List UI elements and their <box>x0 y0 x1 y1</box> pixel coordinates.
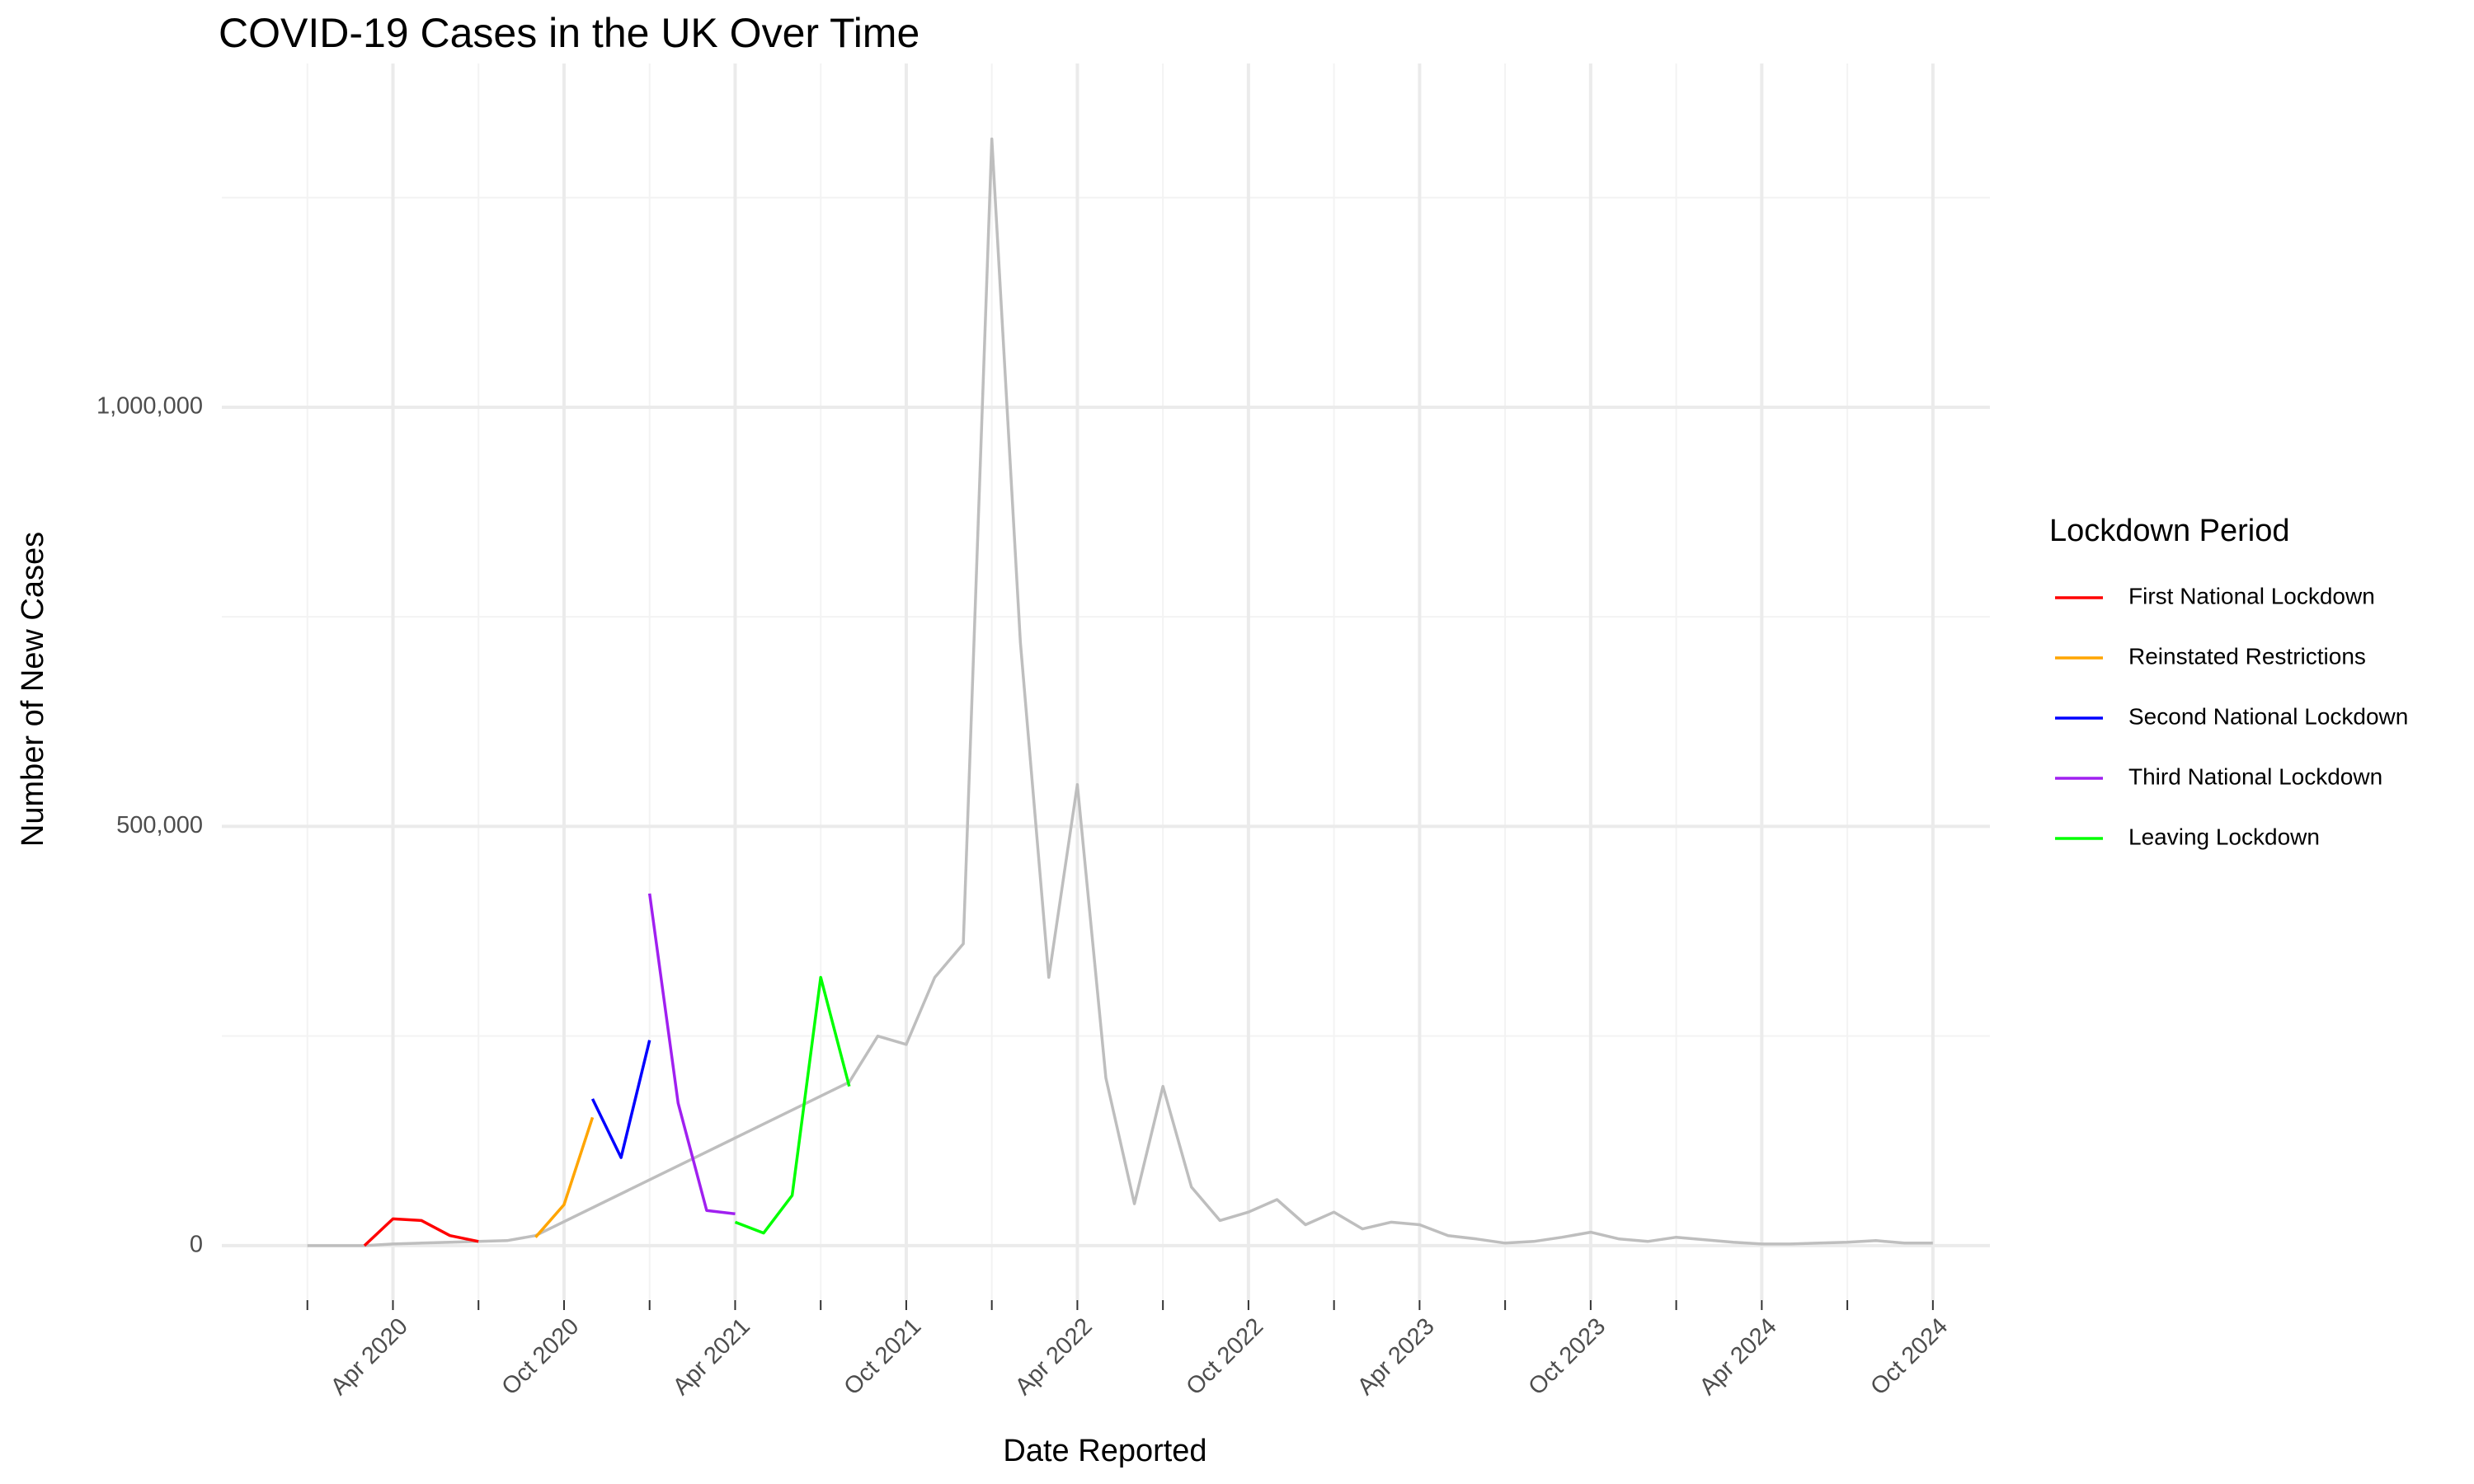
legend-title: Lockdown Period <box>2049 514 2290 548</box>
x-axis-title: Date Reported <box>1003 1434 1206 1468</box>
x-tick-label: Oct 2024 <box>1865 1313 1953 1401</box>
x-tick-label: Oct 2020 <box>496 1313 584 1401</box>
x-tick-label: Oct 2021 <box>839 1313 926 1401</box>
legend-label: Leaving Lockdown <box>2128 824 2320 849</box>
series-line <box>734 975 851 1235</box>
series-line <box>363 1217 479 1247</box>
series-line <box>647 893 736 1216</box>
y-axis-title: Number of New Cases <box>16 532 50 847</box>
y-tick-label: 0 <box>190 1232 203 1258</box>
legend-label: First National Lockdown <box>2128 583 2375 608</box>
x-tick-label: Apr 2024 <box>1695 1313 1782 1401</box>
series-line <box>534 1116 595 1238</box>
legend-label: Reinstated Restrictions <box>2128 643 2366 669</box>
legend-label: Second National Lockdown <box>2128 703 2408 729</box>
y-tick-label: 500,000 <box>116 812 203 838</box>
x-tick-label: Oct 2022 <box>1181 1313 1268 1401</box>
x-tick-label: Oct 2023 <box>1523 1313 1611 1401</box>
x-tick-label: Apr 2022 <box>1010 1313 1098 1401</box>
chart-title: COVID-19 Cases in the UK Over Time <box>219 10 920 56</box>
y-tick-label: 1,000,000 <box>96 393 203 420</box>
series-line <box>307 137 1933 1247</box>
x-tick-label: Apr 2023 <box>1352 1313 1440 1401</box>
x-tick-label: Apr 2020 <box>326 1313 413 1401</box>
series-line <box>590 1040 651 1159</box>
legend-label: Third National Lockdown <box>2128 763 2382 789</box>
x-tick-label: Apr 2021 <box>668 1313 755 1401</box>
